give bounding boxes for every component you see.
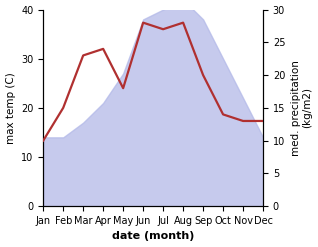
Y-axis label: med. precipitation
(kg/m2): med. precipitation (kg/m2) xyxy=(291,60,313,156)
Y-axis label: max temp (C): max temp (C) xyxy=(5,72,16,144)
X-axis label: date (month): date (month) xyxy=(112,231,194,242)
